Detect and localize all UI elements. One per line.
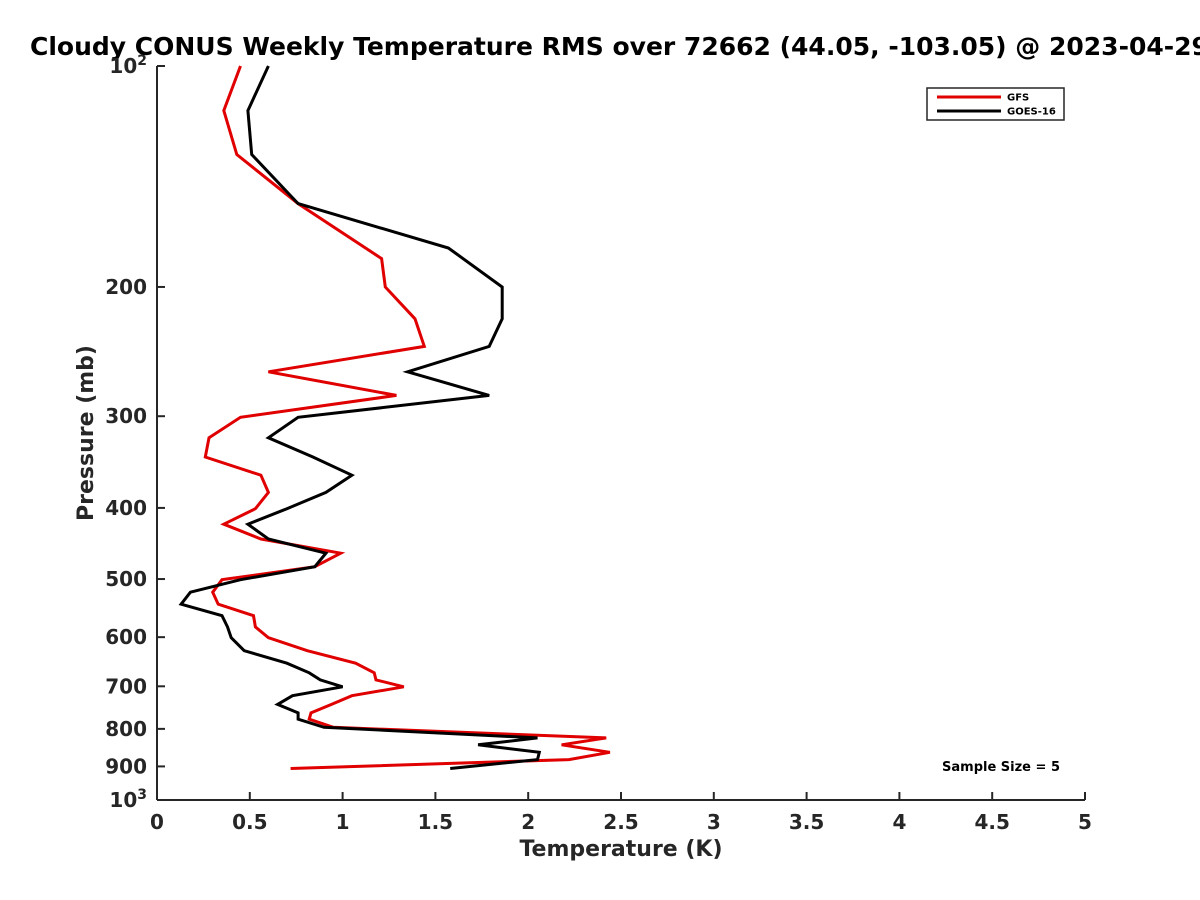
x-tick-label: 3.5	[789, 810, 824, 834]
legend: GFS GOES-16	[926, 87, 1065, 121]
x-tick-label: 4.5	[974, 810, 1009, 834]
y-tick-label: 600	[105, 625, 147, 649]
legend-label: GFS	[1007, 93, 1029, 104]
x-tick-label: 5	[1078, 810, 1092, 834]
y-tick-label: 900	[105, 754, 147, 778]
x-tick-label: 1.5	[418, 810, 453, 834]
x-tick-label: 2.5	[603, 810, 638, 834]
y-ticks: 102 200 300 400 500 600 700 800 900 103	[105, 53, 165, 812]
y-tick-label: 300	[105, 404, 147, 428]
x-tick-label: 0.5	[232, 810, 267, 834]
y-tick-label: 700	[105, 674, 147, 698]
series-line-gfs	[203, 65, 611, 770]
x-tick-label: 4	[892, 810, 906, 834]
legend-label: GOES-16	[1007, 107, 1056, 118]
y-tick-label: 102	[109, 53, 147, 78]
x-ticks: 0 0.5 1 1.5 2 2.5 3 3.5 4 4.5 5	[150, 792, 1092, 834]
x-tick-label: 2	[521, 810, 535, 834]
plot-area: 0 0.5 1 1.5 2 2.5 3 3.5 4 4.5 5 102 200 300 400 500 600…	[105, 53, 1092, 834]
y-tick-label: 200	[105, 275, 147, 299]
y-tick-label: 103	[109, 787, 147, 812]
y-tick-label: 400	[105, 496, 147, 520]
series-line-goes-16	[178, 65, 542, 770]
legend-box	[926, 87, 1065, 121]
sample-size-annotation: Sample Size = 5	[942, 760, 1060, 775]
series-layer	[178, 65, 611, 770]
x-axis-label: Temperature (K)	[519, 837, 722, 862]
x-tick-label: 1	[336, 810, 350, 834]
chart-title: Cloudy CONUS Weekly Temperature RMS over…	[30, 32, 1200, 61]
x-tick-label: 3	[707, 810, 721, 834]
y-axis-label: Pressure (mb)	[74, 345, 99, 521]
x-tick-label: 0	[150, 810, 164, 834]
y-tick-label: 800	[105, 717, 147, 741]
y-tick-label: 500	[105, 567, 147, 591]
